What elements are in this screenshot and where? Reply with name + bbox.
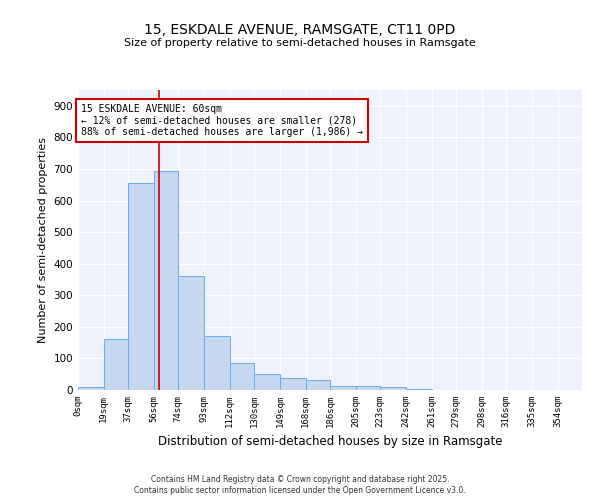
Bar <box>305 380 330 390</box>
Bar <box>128 183 154 390</box>
Bar <box>104 339 128 390</box>
Text: 15 ESKDALE AVENUE: 60sqm
← 12% of semi-detached houses are smaller (278)
88% of : 15 ESKDALE AVENUE: 60sqm ← 12% of semi-d… <box>81 104 363 138</box>
X-axis label: Distribution of semi-detached houses by size in Ramsgate: Distribution of semi-detached houses by … <box>158 436 502 448</box>
Bar <box>330 386 356 390</box>
Bar <box>280 378 305 390</box>
Text: Contains public sector information licensed under the Open Government Licence v3: Contains public sector information licen… <box>134 486 466 495</box>
Bar <box>380 388 406 390</box>
Bar <box>356 386 380 390</box>
Y-axis label: Number of semi-detached properties: Number of semi-detached properties <box>38 137 48 343</box>
Bar <box>204 336 230 390</box>
Text: Contains HM Land Registry data © Crown copyright and database right 2025.: Contains HM Land Registry data © Crown c… <box>151 475 449 484</box>
Bar <box>178 276 204 390</box>
Bar <box>254 374 280 390</box>
Bar <box>78 388 104 390</box>
Text: 15, ESKDALE AVENUE, RAMSGATE, CT11 0PD: 15, ESKDALE AVENUE, RAMSGATE, CT11 0PD <box>145 22 455 36</box>
Text: Size of property relative to semi-detached houses in Ramsgate: Size of property relative to semi-detach… <box>124 38 476 48</box>
Bar <box>406 388 431 390</box>
Bar <box>154 172 178 390</box>
Bar <box>230 362 254 390</box>
